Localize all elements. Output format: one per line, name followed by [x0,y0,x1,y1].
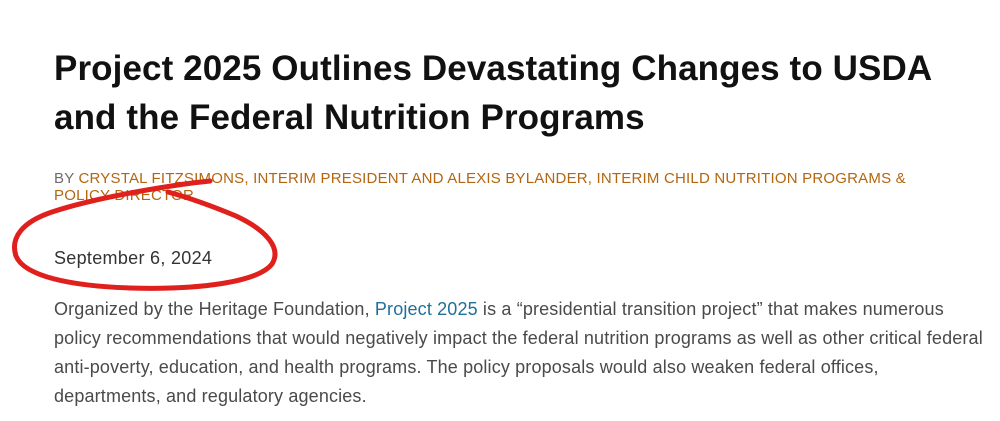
byline: BY CRYSTAL FITZSIMONS, INTERIM PRESIDENT… [54,170,954,204]
article-intro: Organized by the Heritage Foundation, Pr… [54,295,984,411]
byline-prefix: BY [54,170,79,187]
byline-authors[interactable]: CRYSTAL FITZSIMONS, INTERIM PRESIDENT AN… [54,170,906,204]
intro-text-before-link: Organized by the Heritage Foundation, [54,299,375,319]
article-title: Project 2025 Outlines Devastating Change… [54,49,931,137]
article: Project 2025 Outlines Devastating Change… [54,44,984,406]
project-2025-link[interactable]: Project 2025 [374,299,478,319]
publish-date: September 6, 2024 [54,248,213,268]
intro-text-after-link: is a “presidential transition project” t… [54,299,983,406]
